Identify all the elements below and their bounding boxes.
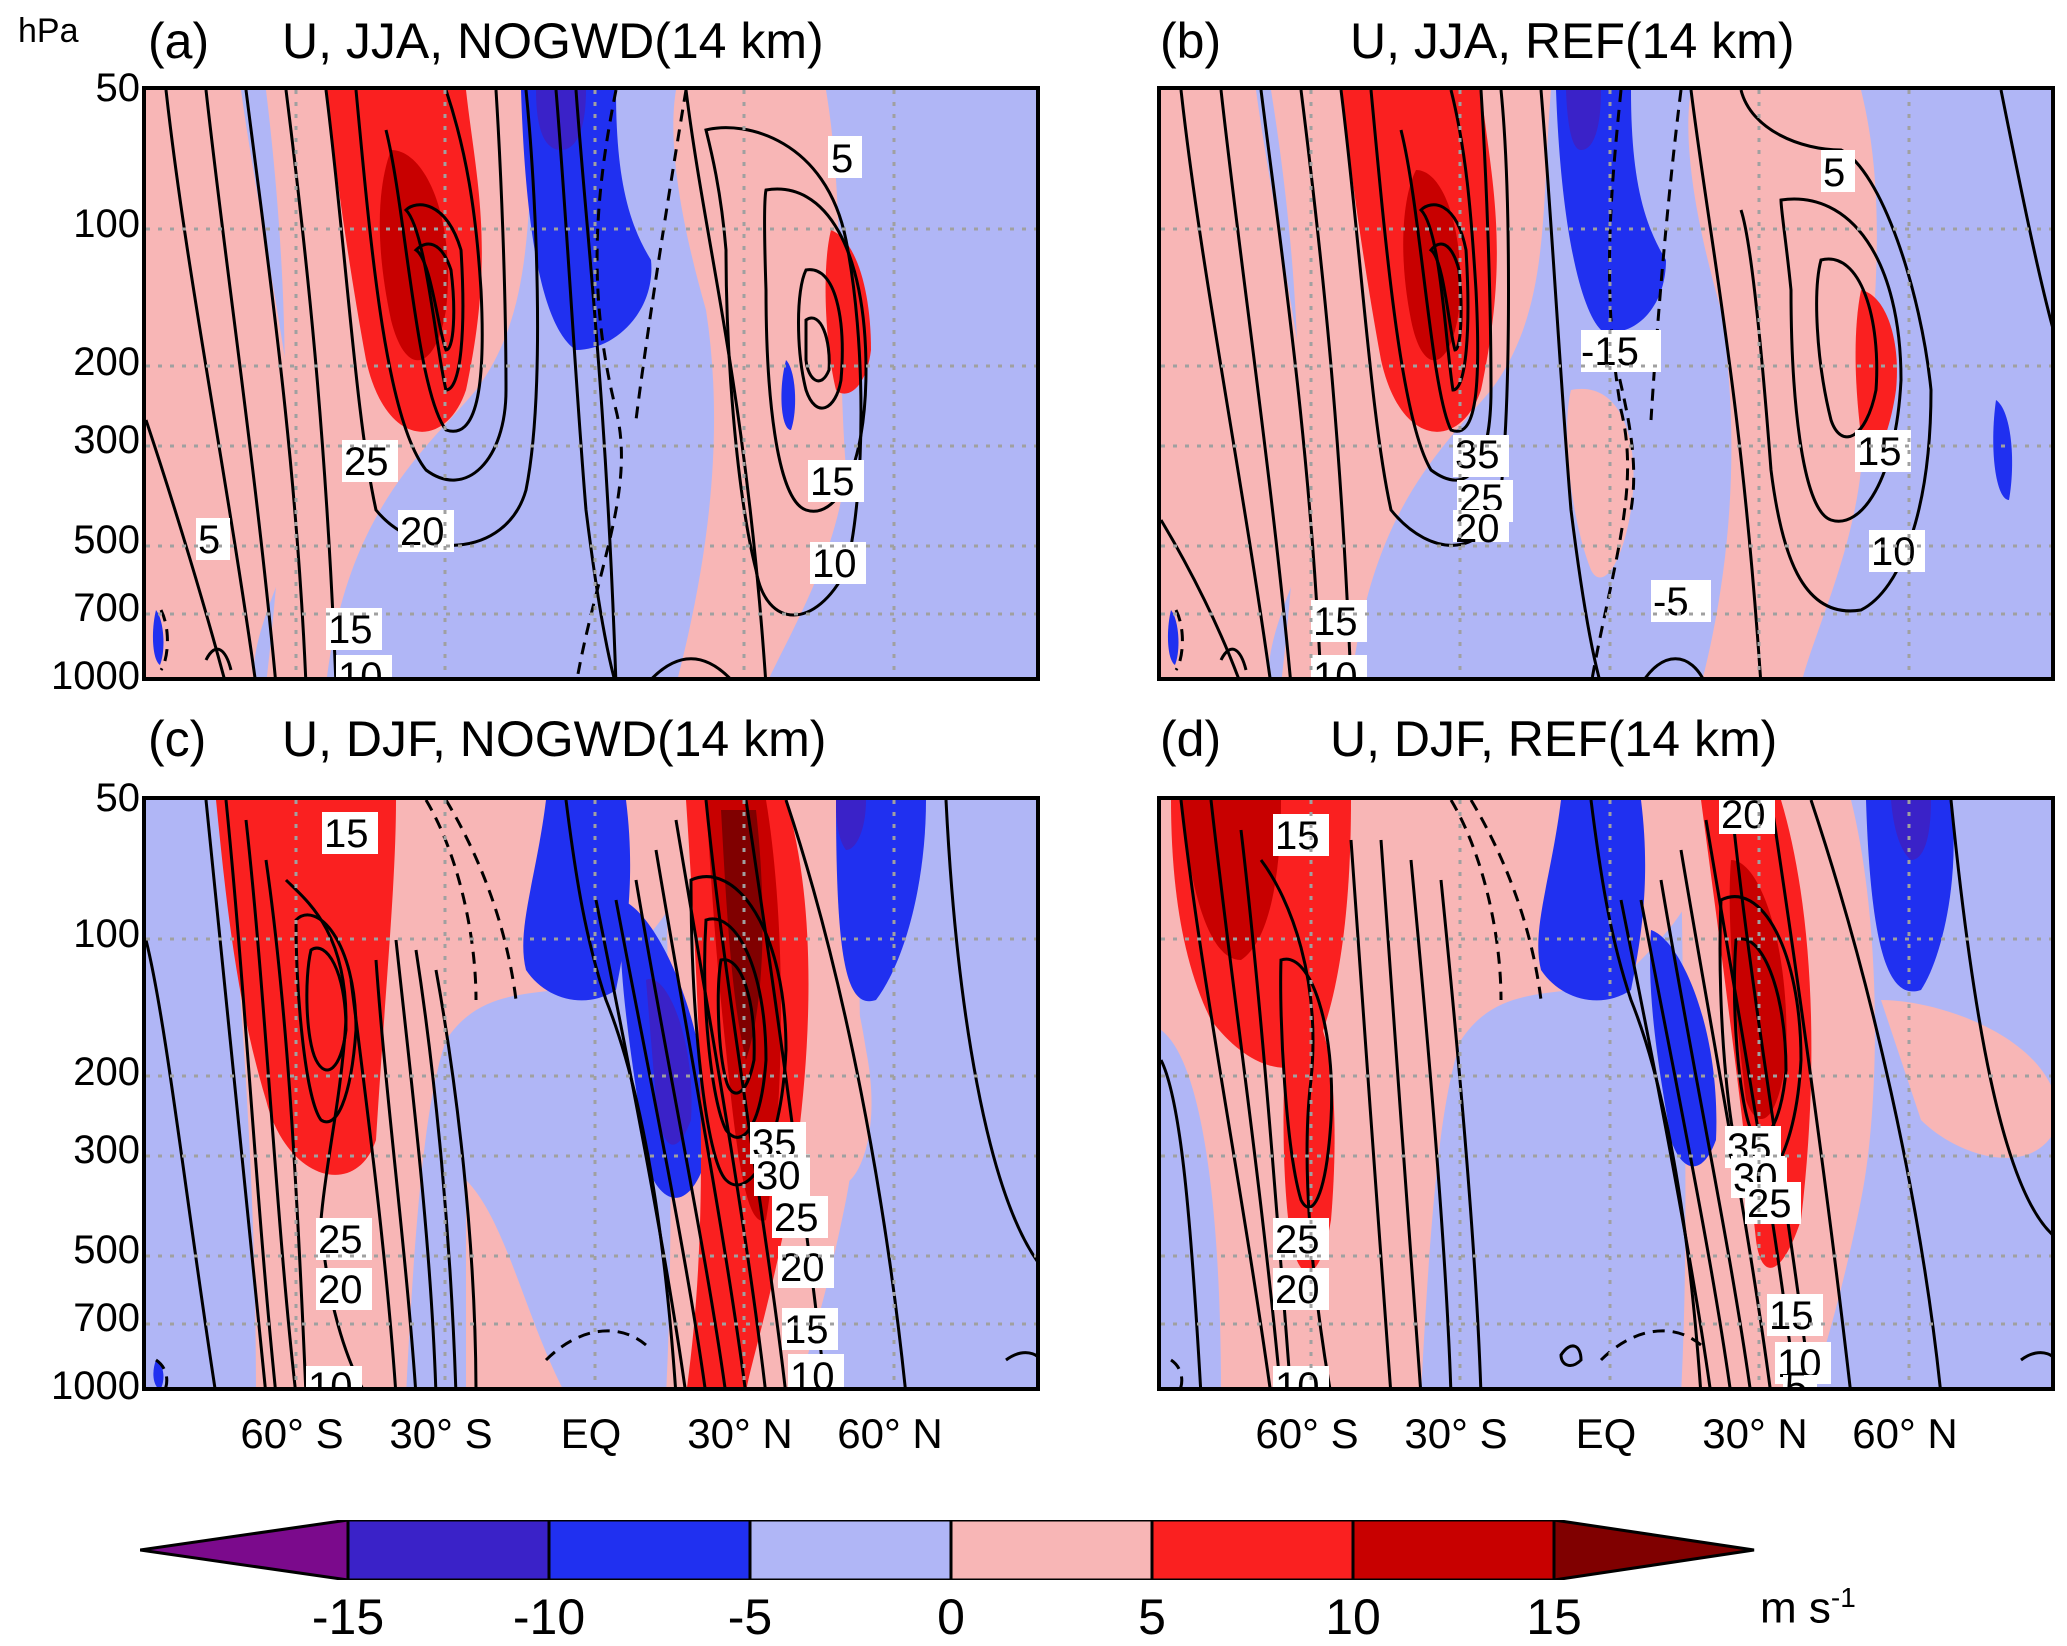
clabel-c-3: 20 <box>318 1268 363 1312</box>
clabel-b-8: -5 <box>1653 580 1689 624</box>
colorbar-unit-text: m s <box>1760 1583 1831 1633</box>
clabel-c-10: 10 <box>790 1355 835 1391</box>
colorbar-unit-superscript: -1 <box>1830 1582 1856 1613</box>
colorbar-cell <box>748 1518 953 1582</box>
clabel-c-9: 15 <box>784 1308 829 1352</box>
colorbar-tick: -5 <box>727 1589 773 1645</box>
colorbar <box>139 1518 1760 1582</box>
colorbar-cell <box>139 1518 350 1582</box>
clabel-c-6: 30 <box>756 1154 801 1198</box>
panel-b-title: U, JJA, REF(14 km) <box>1350 13 1795 69</box>
panel-b-label: (b) <box>1160 13 1222 69</box>
y-tick-700: 700 <box>73 1296 140 1340</box>
colorbar-cell <box>1552 1518 1755 1582</box>
clabel-a-4: 5 <box>198 518 220 562</box>
x-tick-60n: 60° N <box>837 1410 943 1457</box>
clabel-c-1: 15 <box>324 812 369 856</box>
clabel-c-8: 20 <box>780 1246 825 1290</box>
colorbar-cell <box>949 1518 1154 1582</box>
panel-d-title: U, DJF, REF(14 km) <box>1330 711 1778 767</box>
colorbar-tick: 15 <box>1526 1589 1582 1645</box>
panel-d-map: 15 20 25 20 10 35 30 25 15 10 <box>1161 800 2051 1391</box>
panel-a-map: 5 25 20 5 15 10 15 10 <box>146 90 1036 681</box>
clabel-b-1: 5 <box>1823 151 1845 195</box>
x-tick-30s: 30° S <box>1404 1410 1508 1457</box>
clabel-d-8: 25 <box>1747 1182 1792 1226</box>
clabel-a-8: 10 <box>812 542 857 586</box>
colorbar-tick: 0 <box>937 1589 965 1645</box>
panel-c: (c) U, DJF, NOGWD(14 km) 50 100 200 300 … <box>0 710 1040 1457</box>
panel-d-label: (d) <box>1160 711 1222 767</box>
y-tick-700: 700 <box>73 586 140 630</box>
panel-c-plot: 15 25 20 10 35 30 25 20 15 10 <box>142 796 1040 1391</box>
colorbar-cell <box>346 1518 551 1582</box>
x-tick-30n: 30° N <box>1702 1410 1808 1457</box>
clabel-b-5: 20 <box>1455 507 1500 551</box>
clabel-d-2: 20 <box>1721 800 1766 837</box>
panel-d-plot: 15 20 25 20 10 35 30 25 15 10 <box>1157 796 2055 1391</box>
clabel-d-11: 5 <box>1785 1365 1807 1391</box>
y-tick-500: 500 <box>73 518 140 562</box>
x-tick-60s: 60° S <box>240 1410 344 1457</box>
clabel-c-4: 10 <box>308 1365 353 1391</box>
colorbar-cell <box>1150 1518 1355 1582</box>
clabel-d-1: 15 <box>1275 814 1320 858</box>
y-tick-100: 100 <box>73 202 140 246</box>
clabel-a-6: 10 <box>338 655 383 681</box>
y-tick-1000: 1000 <box>51 1364 140 1408</box>
panel-b-plot: 5 -15 35 25 20 15 10 -5 15 10 <box>1157 86 2055 681</box>
colorbar-tick: 10 <box>1325 1589 1381 1645</box>
clabel-c-7: 25 <box>774 1196 819 1240</box>
clabel-b-7: 10 <box>1313 655 1358 681</box>
y-tick-50: 50 <box>95 776 141 820</box>
colorbar-svg <box>139 1518 1755 1582</box>
clabel-a-7: 15 <box>810 460 855 504</box>
x-tick-60s: 60° S <box>1255 1410 1359 1457</box>
colorbar-tick: -10 <box>512 1589 586 1645</box>
panel-a-label: (a) <box>148 13 210 69</box>
panel-a-contour-labels: 5 25 20 5 15 10 15 10 <box>196 136 866 681</box>
clabel-a-1: 5 <box>831 137 853 181</box>
y-tick-1000: 1000 <box>51 654 140 698</box>
panel-c-label: (c) <box>148 711 207 767</box>
panel-b: (b) U, JJA, REF(14 km) <box>1030 0 2055 681</box>
x-tick-eq: EQ <box>560 1410 622 1457</box>
y-tick-300: 300 <box>73 1128 140 1172</box>
x-tick-eq: EQ <box>1575 1410 1637 1457</box>
panel-d: (d) U, DJF, REF(14 km) <box>1030 710 2055 1457</box>
colorbar-tick: 5 <box>1138 1589 1166 1645</box>
panel-a-title: U, JJA, NOGWD(14 km) <box>282 13 824 69</box>
clabel-d-9: 15 <box>1769 1294 1814 1338</box>
y-tick-300: 300 <box>73 418 140 462</box>
colorbar-cell <box>547 1518 752 1582</box>
colorbar-tick: -15 <box>311 1589 385 1645</box>
clabel-d-5: 10 <box>1275 1365 1320 1391</box>
panel-d-contour-labels: 15 20 25 20 10 35 30 25 15 10 <box>1273 800 1831 1391</box>
x-tick-60n: 60° N <box>1852 1410 1958 1457</box>
colorbar-unit: m s-1 <box>1760 1582 1856 1634</box>
clabel-b-9: 15 <box>1857 430 1902 474</box>
panel-a: (a) U, JJA, NOGWD(14 km) hPa 50 100 200 … <box>0 0 1040 698</box>
y-tick-500: 500 <box>73 1228 140 1272</box>
y-tick-100: 100 <box>73 912 140 956</box>
panel-b-map: 5 -15 35 25 20 15 10 -5 15 10 <box>1161 90 2051 681</box>
panel-c-title: U, DJF, NOGWD(14 km) <box>282 711 827 767</box>
panel-a-plot: 5 25 20 5 15 10 15 10 <box>142 86 1040 681</box>
y-tick-50: 50 <box>95 66 141 110</box>
y-tick-200: 200 <box>73 1050 140 1094</box>
clabel-d-4: 20 <box>1275 1268 1320 1312</box>
colorbar-cell <box>1351 1518 1556 1582</box>
x-tick-30s: 30° S <box>389 1410 493 1457</box>
y-tick-200: 200 <box>73 340 140 384</box>
y-axis-unit: hPa <box>18 12 79 50</box>
panel-c-map: 15 25 20 10 35 30 25 20 15 10 <box>146 800 1036 1391</box>
clabel-b-3: 35 <box>1455 433 1500 477</box>
clabel-b-6: 15 <box>1313 600 1358 644</box>
x-tick-30n: 30° N <box>687 1410 793 1457</box>
